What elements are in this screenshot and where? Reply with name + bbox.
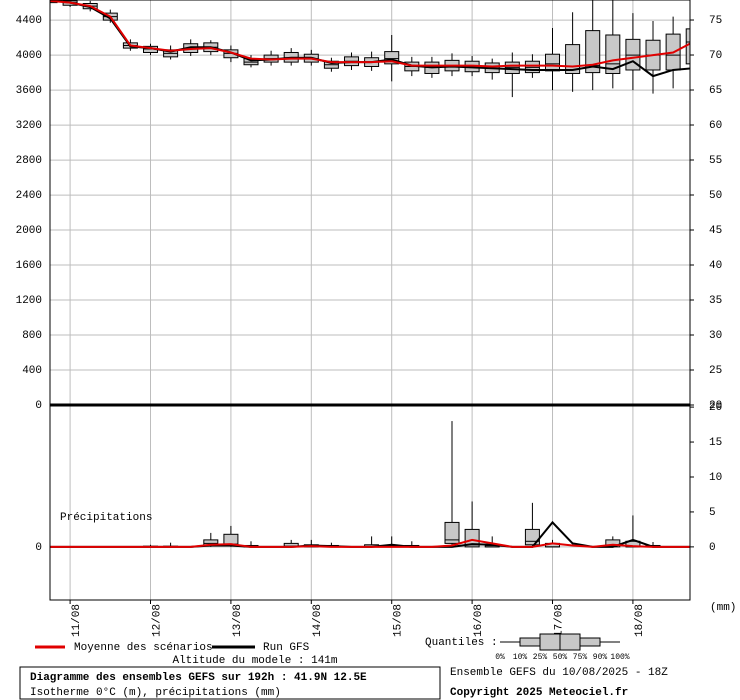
y2-tick-label: 65	[709, 85, 722, 97]
y-tick-label: 3200	[16, 120, 42, 132]
y2-tick-label: 5	[709, 507, 716, 519]
box	[685, 28, 690, 65]
altitude-note: Altitude du modele : 141m	[172, 655, 337, 667]
y2-tick-label: 0	[709, 542, 716, 554]
y2-tick-label: 50	[709, 190, 722, 202]
x-tick-label: 13/08	[232, 604, 244, 637]
y-tick-label: 400	[22, 365, 42, 377]
y-tick-label: 1600	[16, 260, 42, 272]
quantile-label: 75%	[573, 653, 588, 662]
box	[585, 30, 601, 74]
quantile-label: 100%	[610, 653, 629, 662]
box	[464, 528, 480, 548]
y2-tick-label: 20	[709, 400, 722, 412]
box	[444, 521, 460, 544]
y2-tick-label: 70	[709, 50, 722, 62]
plot-area	[50, 0, 690, 98]
y-tick-label: 2800	[16, 155, 42, 167]
y2-tick-label: 75	[709, 15, 722, 27]
y2-tick-label: 30	[709, 330, 722, 342]
quantile-label: 10%	[513, 653, 528, 662]
y2-tick-label: 25	[709, 365, 722, 377]
y2-tick-label: 10	[709, 472, 722, 484]
y2-tick-label: 15	[709, 437, 722, 449]
y-tick-label: 0	[35, 542, 42, 554]
series-line	[50, 538, 690, 548]
x-tick-label: 15/08	[393, 604, 405, 637]
y2-tick-label: 45	[709, 225, 722, 237]
y-tick-label: 3600	[16, 85, 42, 97]
footer-title: Diagramme des ensembles GEFS sur 192h : …	[30, 672, 367, 684]
y-tick-label: 4000	[16, 50, 42, 62]
x-tick-label: 12/08	[151, 604, 163, 637]
y-tick-label: 1200	[16, 295, 42, 307]
footer-subtitle: Isotherme 0°C (m), précipitations (mm)	[30, 687, 281, 699]
y-tick-label: 4400	[16, 15, 42, 27]
panel-label: Précipitations	[60, 512, 152, 524]
x-tick-label: 11/08	[71, 604, 83, 637]
footer-box	[19, 666, 441, 700]
y2-tick-label: 20	[709, 402, 722, 414]
quantile-label: 90%	[593, 653, 608, 662]
legend-label: Moyenne des scénarios	[74, 642, 213, 654]
y-tick-label: 2000	[16, 225, 42, 237]
x-tick-label: 17/08	[553, 604, 565, 637]
quantiles-title: Quantiles :	[425, 637, 498, 649]
y-tick-label: 800	[22, 330, 42, 342]
x-tick-label: 14/08	[312, 604, 324, 637]
run-info: Ensemble GEFS du 10/08/2025 - 18Z	[450, 667, 668, 679]
y2-tick-label: 35	[709, 295, 722, 307]
legend-label: Run GFS	[263, 642, 310, 654]
y-tick-label: 0	[35, 400, 42, 412]
quantile-label: 0%	[495, 653, 505, 662]
y2-tick-label: 60	[709, 120, 722, 132]
y2-tick-label: 40	[709, 260, 722, 272]
quantile-label: 50%	[553, 653, 568, 662]
y2-tick-label: 55	[709, 155, 722, 167]
box	[545, 53, 561, 72]
quantile-label: 25%	[533, 653, 548, 662]
y2-axis-unit: (mm)	[710, 602, 736, 614]
x-tick-label: 18/08	[634, 604, 646, 637]
y-tick-label: 2400	[16, 190, 42, 202]
plot-area	[50, 421, 690, 548]
quantile-icon	[500, 633, 620, 651]
plot-frame	[49, 0, 691, 601]
series-line	[50, 0, 690, 68]
x-tick-label: 16/08	[473, 604, 485, 637]
copyright: Copyright 2025 Meteociel.fr	[450, 687, 628, 699]
